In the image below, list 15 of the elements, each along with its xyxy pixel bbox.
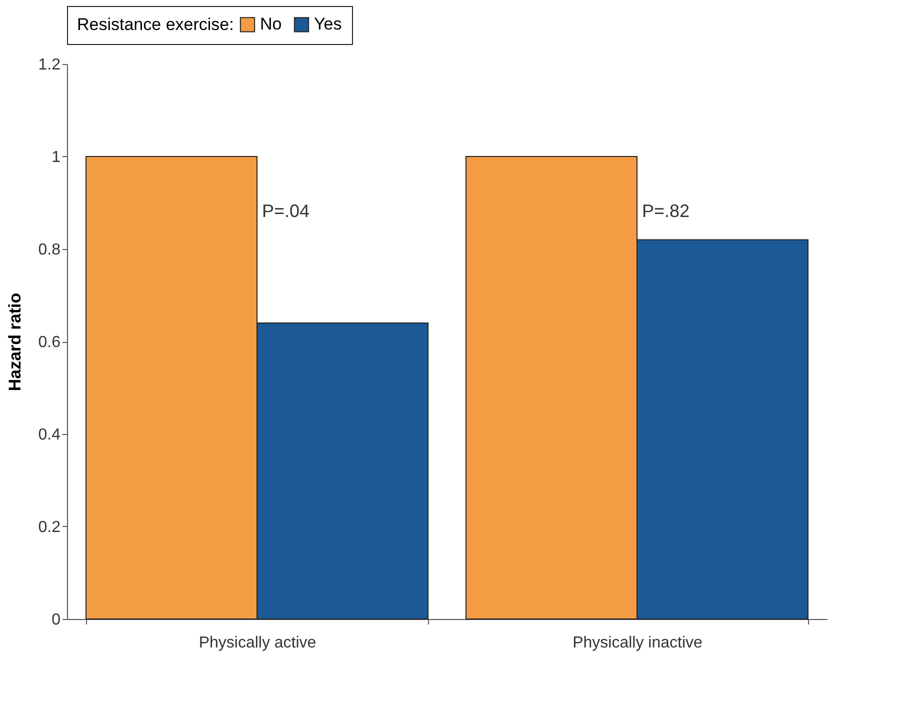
y-tick-label: 0.4 [38, 426, 61, 444]
legend-title: Resistance exercise: [77, 15, 234, 34]
annotation: P=.04 [262, 201, 310, 221]
x-tick-label: Physically inactive [572, 634, 703, 652]
y-tick-label: 0.6 [38, 334, 61, 351]
legend-label: No [260, 14, 282, 34]
y-axis-title: Hazard ratio [5, 292, 24, 392]
y-tick-label: 0.2 [38, 519, 61, 536]
y-tick-label: 0.8 [38, 242, 61, 258]
legend-label: Yes [314, 14, 342, 34]
y-tick-label: 1.2 [38, 56, 61, 74]
x-tick-label: Physically active [198, 634, 316, 652]
annotation: P=.82 [642, 201, 690, 221]
y-tick-label: 0 [52, 612, 61, 628]
y-tick-label: 1 [52, 149, 61, 166]
